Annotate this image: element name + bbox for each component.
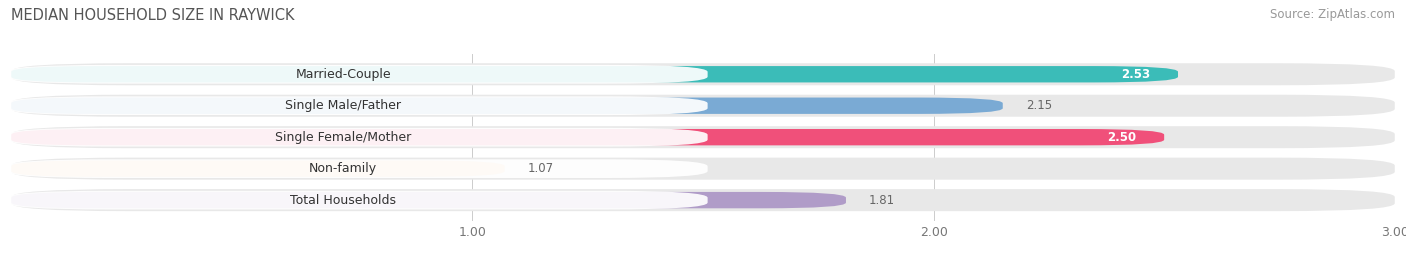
FancyBboxPatch shape	[7, 65, 707, 84]
Text: MEDIAN HOUSEHOLD SIZE IN RAYWICK: MEDIAN HOUSEHOLD SIZE IN RAYWICK	[11, 8, 295, 23]
FancyBboxPatch shape	[11, 161, 505, 177]
FancyBboxPatch shape	[7, 191, 707, 210]
Text: 1.81: 1.81	[869, 194, 896, 207]
FancyBboxPatch shape	[11, 126, 1395, 148]
Text: Source: ZipAtlas.com: Source: ZipAtlas.com	[1270, 8, 1395, 21]
Text: 2.50: 2.50	[1108, 131, 1136, 144]
Text: Non-family: Non-family	[309, 162, 377, 175]
FancyBboxPatch shape	[11, 63, 1395, 85]
FancyBboxPatch shape	[11, 158, 1395, 180]
Text: Total Households: Total Households	[290, 194, 396, 207]
Text: Single Female/Mother: Single Female/Mother	[276, 131, 412, 144]
FancyBboxPatch shape	[7, 159, 707, 178]
FancyBboxPatch shape	[11, 129, 1164, 145]
Text: 2.15: 2.15	[1026, 99, 1052, 112]
FancyBboxPatch shape	[7, 128, 707, 147]
FancyBboxPatch shape	[11, 98, 1002, 114]
Text: 1.07: 1.07	[527, 162, 554, 175]
FancyBboxPatch shape	[11, 189, 1395, 211]
FancyBboxPatch shape	[7, 96, 707, 115]
Text: Single Male/Father: Single Male/Father	[285, 99, 401, 112]
Text: Married-Couple: Married-Couple	[295, 68, 391, 81]
Text: 2.53: 2.53	[1121, 68, 1150, 81]
FancyBboxPatch shape	[11, 66, 1178, 82]
FancyBboxPatch shape	[11, 192, 846, 208]
FancyBboxPatch shape	[11, 95, 1395, 117]
